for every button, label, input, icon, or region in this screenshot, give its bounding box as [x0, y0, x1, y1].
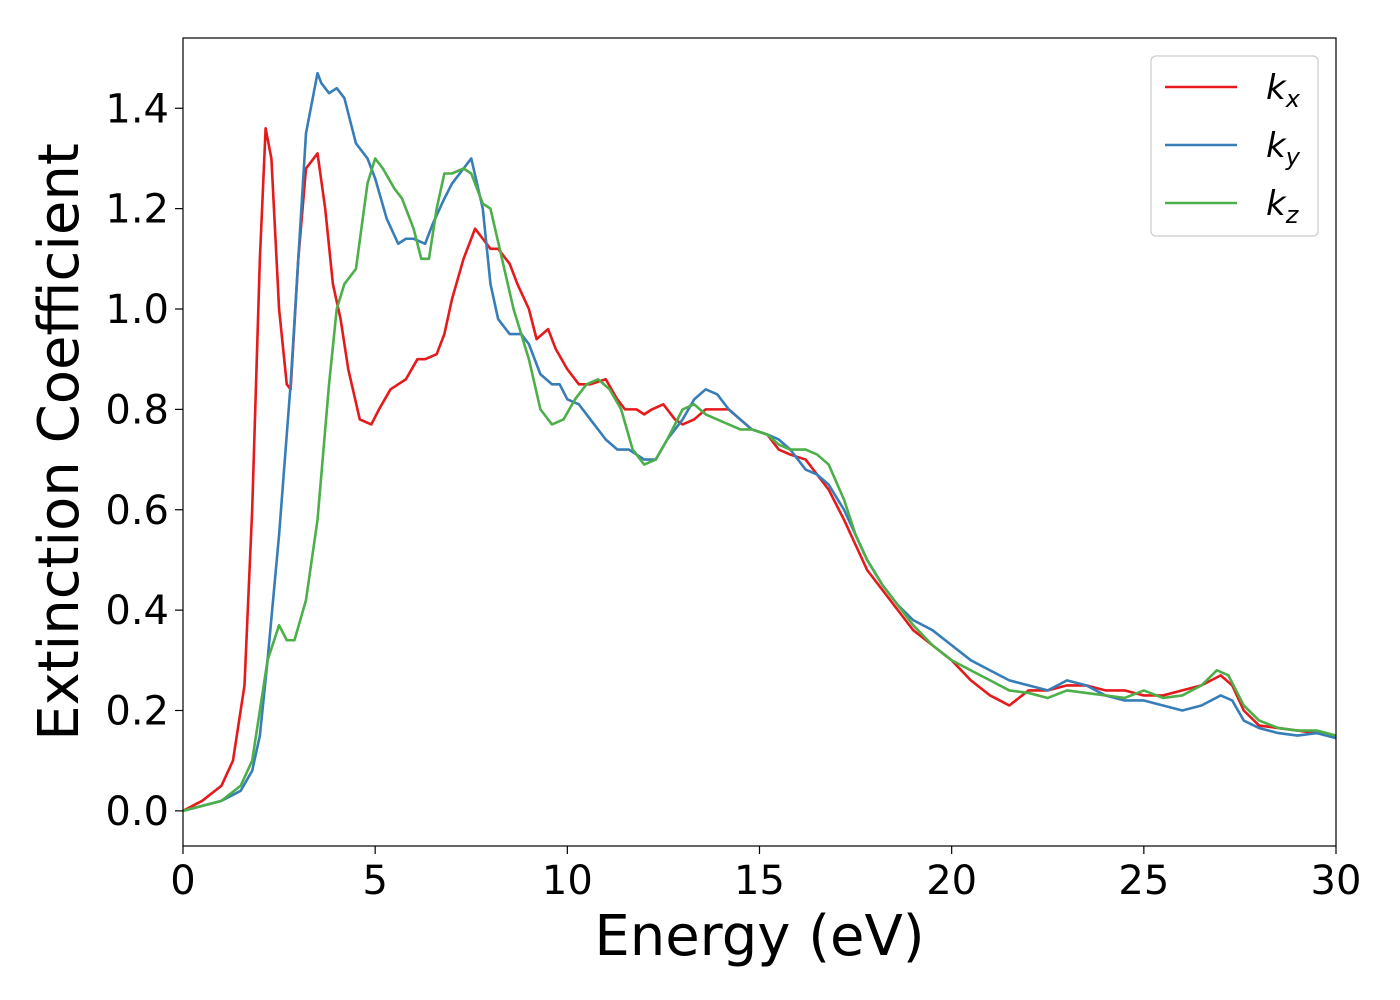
x-tick-label: 25 — [1118, 858, 1169, 904]
x-tick-label: 15 — [734, 858, 785, 904]
plot-lines — [183, 71, 1336, 813]
legend-label-base: k — [1266, 184, 1287, 224]
y-tick-label: 0.8 — [105, 387, 169, 433]
x-tick-label: 20 — [926, 858, 977, 904]
legend-label-subscript: y — [1285, 143, 1301, 171]
y-axis-title: Extinction Coefficient — [27, 143, 92, 741]
y-tick-label: 1.0 — [105, 287, 169, 333]
legend-label-base: k — [1266, 126, 1287, 166]
series-line-k-y — [183, 71, 1336, 813]
legend-label-k-x: kx — [1266, 68, 1301, 113]
legend-label-k-y: ky — [1266, 126, 1301, 171]
y-tick-label: 0.2 — [105, 688, 169, 734]
x-axis-ticks: 0 5 10 15 20 25 30 — [170, 846, 1361, 904]
y-tick-label: 0.6 — [105, 488, 169, 534]
legend-label-base: k — [1266, 68, 1287, 108]
y-axis-ticks: 0.0 0.2 0.4 0.6 0.8 1.0 1.2 1.4 — [105, 86, 183, 835]
legend-label-subscript: z — [1285, 201, 1300, 229]
x-tick-label: 30 — [1311, 858, 1362, 904]
x-tick-label: 10 — [542, 858, 593, 904]
y-tick-label: 1.4 — [105, 86, 169, 132]
x-axis-title: Energy (eV) — [594, 904, 924, 969]
x-tick-label: 5 — [362, 858, 387, 904]
series-line-k-z — [183, 157, 1336, 813]
x-tick-label: 0 — [170, 858, 195, 904]
y-tick-label: 0.0 — [105, 789, 169, 835]
y-tick-label: 0.4 — [105, 588, 169, 634]
series-line-k-x — [183, 127, 1336, 813]
legend-label-k-z: kz — [1266, 184, 1300, 229]
y-tick-label: 1.2 — [105, 187, 169, 233]
legend-label-subscript: x — [1285, 85, 1301, 113]
